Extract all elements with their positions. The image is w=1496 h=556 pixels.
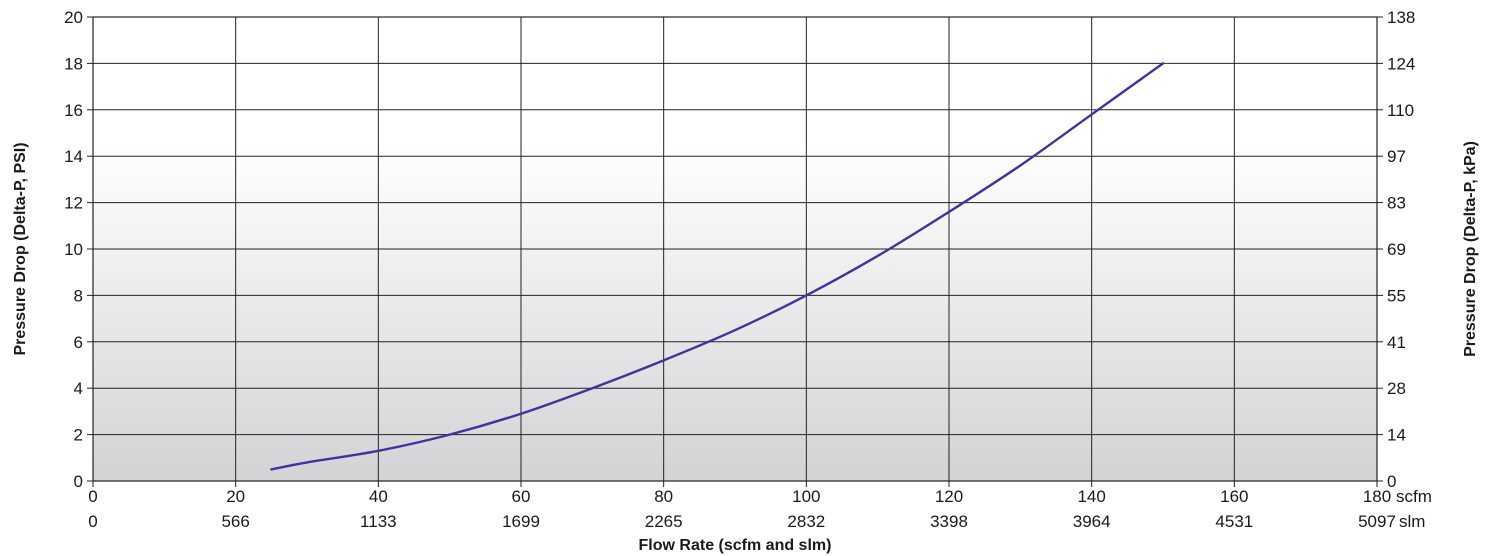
x-tick-label-slm: 2832 — [787, 512, 825, 531]
y-tick-label-right: 28 — [1387, 379, 1406, 398]
y-axis-title-right: Pressure Drop (Delta-P, kPa) — [1462, 141, 1479, 357]
y-tick-label-right: 110 — [1387, 101, 1414, 120]
x-axis-title: Flow Rate (scfm and slm) — [639, 537, 832, 554]
series-layer — [270, 62, 1165, 471]
y-axis-title-left: Pressure Drop (Delta-P, PSI) — [12, 142, 29, 355]
y-tick-label-right: 55 — [1387, 286, 1406, 305]
x-tick-label-scfm: 40 — [369, 487, 388, 506]
y-tick-label-right: 138 — [1387, 8, 1415, 27]
x-tick-label-slm: 0 — [88, 512, 97, 531]
x-tick-label-slm: 566 — [221, 512, 249, 531]
y-tick-label-right: 69 — [1387, 240, 1406, 259]
x-tick-label-slm: 1699 — [502, 512, 540, 531]
y-tick-label-left: 18 — [64, 54, 83, 73]
y-tick-label-left: 10 — [64, 240, 83, 259]
x-unit-slm: slm — [1399, 512, 1425, 531]
x-tick-label-slm: 3964 — [1073, 512, 1111, 531]
x-unit-scfm: scfm — [1396, 487, 1432, 506]
y-tick-label-left: 8 — [74, 286, 83, 305]
x-tick-label-slm: 3398 — [930, 512, 968, 531]
y-tick-label-right: 0 — [1387, 472, 1396, 491]
y-tick-label-left: 14 — [64, 147, 83, 166]
x-tick-label-scfm: 80 — [654, 487, 673, 506]
x-tick-label-scfm: 0 — [88, 487, 97, 506]
y-tick-label-right: 124 — [1387, 54, 1415, 73]
series-line-pressure-drop — [270, 62, 1165, 471]
y-tick-label-right: 97 — [1387, 147, 1406, 166]
plot-frame — [92, 16, 1378, 482]
y-tick-label-left: 4 — [74, 379, 83, 398]
y-tick-label-left: 6 — [74, 333, 83, 352]
x-tick-label-scfm: 20 — [226, 487, 245, 506]
x-tick-label-slm: 2265 — [645, 512, 683, 531]
x-tick-label-scfm: 140 — [1077, 487, 1105, 506]
x-tick-label-scfm: 100 — [792, 487, 820, 506]
y-tick-label-right: 14 — [1387, 426, 1406, 445]
x-tick-label-scfm: 120 — [935, 487, 963, 506]
x-tick-label-scfm: 160 — [1220, 487, 1248, 506]
y-tick-label-left: 12 — [64, 194, 83, 213]
y-tick-label-left: 20 — [64, 8, 83, 27]
grid — [87, 16, 1383, 487]
y-tick-label-right: 41 — [1387, 333, 1406, 352]
x-tick-label-slm: 4531 — [1215, 512, 1253, 531]
y-tick-label-left: 2 — [74, 426, 83, 445]
y-tick-label-left: 0 — [74, 472, 83, 491]
y-tick-label-left: 16 — [64, 101, 83, 120]
x-tick-label-slm: 1133 — [360, 512, 397, 531]
x-tick-label-scfm: 180 — [1363, 487, 1391, 506]
y-tick-label-right: 83 — [1387, 194, 1406, 213]
x-tick-label-scfm: 60 — [512, 487, 531, 506]
x-tick-label-slm: 5097 — [1358, 512, 1396, 531]
